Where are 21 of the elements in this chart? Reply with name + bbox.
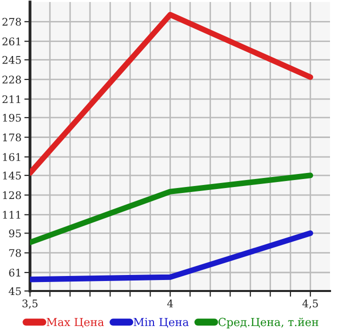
y-tick-label: 95 [9,229,21,238]
y-tick-label: 61 [9,268,20,277]
y-tick-label: 178 [3,133,21,142]
x-tick-label: 3,5 [22,300,38,309]
y-tick-label: 261 [2,38,20,46]
y-tick-label: 111 [3,210,20,219]
y-tick-label: 278 [2,18,21,26]
legend-label: Сред.Цена, т.йен [218,318,318,328]
legend-label: Max Цена [46,318,104,328]
y-tick-label: 128 [3,191,21,200]
y-tick-label: 245 [2,56,21,64]
y-tick-label: 78 [9,249,21,257]
y-tick-label: 195 [3,114,21,122]
y-tick-label: 45 [8,287,21,296]
y-tick-label: 145 [3,172,21,180]
x-tick-label: 4 [167,300,173,308]
legend-label: Min Цена [134,318,189,328]
y-tick-label: 228 [2,76,21,84]
y-tick-label: 161 [3,153,20,162]
x-tick-label: 4,5 [302,300,318,309]
y-tick-label: 211 [2,95,20,104]
